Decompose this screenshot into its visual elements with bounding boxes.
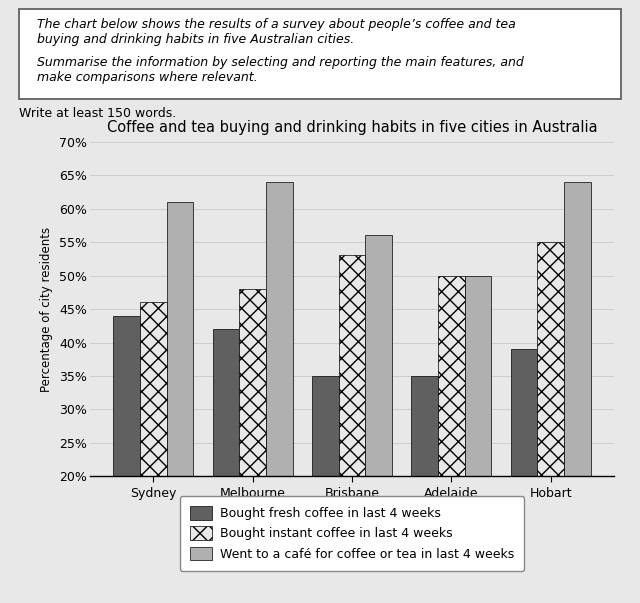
Text: make comparisons where relevant.: make comparisons where relevant. [37, 72, 258, 84]
Bar [140, 302, 167, 603]
Bar [312, 376, 339, 603]
Bar [511, 349, 537, 603]
Bar [113, 316, 140, 603]
Bar [465, 276, 492, 603]
Bar [412, 376, 438, 603]
Text: Summarise the information by selecting and reporting the main features, and: Summarise the information by selecting a… [37, 56, 524, 69]
FancyBboxPatch shape [19, 9, 621, 99]
Bar [212, 329, 239, 603]
Bar [266, 182, 292, 603]
Text: The chart below shows the results of a survey about people’s coffee and tea: The chart below shows the results of a s… [37, 18, 516, 31]
Bar [339, 256, 365, 603]
Text: buying and drinking habits in five Australian cities.: buying and drinking habits in five Austr… [37, 33, 355, 46]
Bar [365, 235, 392, 603]
Legend: Bought fresh coffee in last 4 weeks, Bought instant coffee in last 4 weeks, Went: Bought fresh coffee in last 4 weeks, Bou… [180, 496, 524, 570]
Bar [564, 182, 591, 603]
Title: Coffee and tea buying and drinking habits in five cities in Australia: Coffee and tea buying and drinking habit… [107, 120, 597, 135]
Bar [239, 289, 266, 603]
Text: Write at least 150 words.: Write at least 150 words. [19, 107, 177, 119]
Bar [537, 242, 564, 603]
Bar [167, 202, 193, 603]
Bar [438, 276, 465, 603]
Y-axis label: Percentage of city residents: Percentage of city residents [40, 227, 53, 391]
